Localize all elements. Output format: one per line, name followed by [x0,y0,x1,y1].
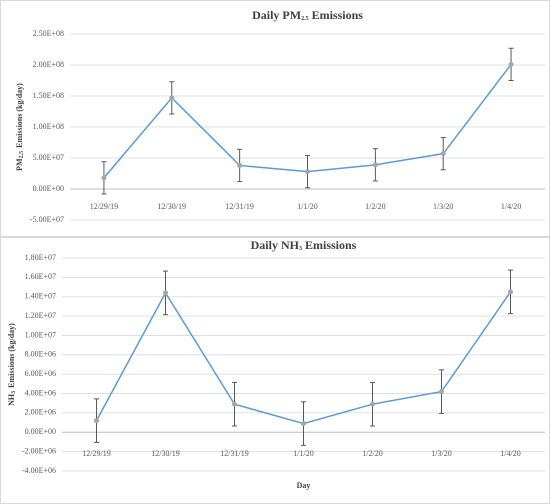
y-tick-label: 5.00E+07 [33,153,64,162]
data-marker [305,169,310,175]
x-axis-title: Day [297,481,311,490]
chart-title-part: Daily NH [251,238,300,252]
y-axis-title-part: PM [15,158,24,171]
chart-title: Daily NH3 Emissions [251,238,357,253]
data-marker [232,401,237,407]
y-tick-label: 1.00E+07 [25,330,56,339]
data-marker [439,389,444,395]
data-marker [370,401,375,407]
data-marker [508,61,514,67]
chart-frame [0,0,550,237]
x-tick-label: 1/2/20 [365,202,385,211]
y-axis-title: PM2.5 Emissions (kg/day) [15,83,26,171]
x-tick-label: 1/3/20 [431,449,451,458]
y-tick-label: 1.40E+07 [25,292,56,301]
x-tick-label: 1/4/20 [501,202,521,211]
y-tick-label: 8.00E+06 [25,350,56,359]
y-tick-label: 1.80E+07 [25,253,56,262]
x-tick-label: 1/3/20 [433,202,453,211]
data-marker [94,418,99,424]
y-tick-label: -4.00E+06 [22,466,56,475]
y-tick-label: 1.60E+07 [25,272,56,281]
y-tick-label: 2.50E+08 [33,29,64,38]
y-tick-label: -2.00E+06 [22,446,56,455]
y-tick-label: 6.00E+06 [25,369,56,378]
chart-title-part: Emissions [312,8,364,22]
x-tick-label: 12/31/19 [220,449,248,458]
chart-title-part: 2.5 [301,16,309,22]
x-tick-label: 12/31/19 [225,202,253,211]
data-marker [508,289,513,295]
data-marker [372,162,378,168]
y-tick-label: 2.00E+08 [33,60,64,69]
x-tick-label: 1/4/20 [500,449,520,458]
chart-title-part: 3 [299,246,302,252]
data-marker [237,162,243,168]
x-tick-label: 12/30/19 [158,202,186,211]
y-axis-title: NH3 Emissions (kg/day) [7,323,18,406]
x-tick-label: 12/29/19 [82,449,110,458]
data-marker [163,290,168,296]
y-tick-label: 2.00E+06 [25,408,56,417]
x-tick-label: 1/1/20 [293,449,313,458]
data-marker [169,95,175,101]
x-tick-label: 12/29/19 [90,202,118,211]
data-marker [301,421,306,427]
y-axis-title-part: Emissions (kg/day) [15,83,24,148]
data-marker [440,151,446,157]
y-tick-label: 4.00E+06 [25,388,56,397]
chart-title: Daily PM2.5 Emissions [252,8,363,23]
y-tick-label: -5.00E+07 [30,215,64,224]
y-tick-label: 0.00E+00 [33,184,64,193]
y-tick-label: 1.50E+08 [33,91,64,100]
y-axis-title-part: Emissions (kg/day) [7,323,16,388]
x-tick-label: 1/2/20 [362,449,382,458]
chart-title-part: Daily PM [252,8,301,22]
x-tick-label: 1/1/20 [297,202,317,211]
y-tick-label: 1.20E+07 [25,311,56,320]
y-tick-label: 0.00E+00 [25,427,56,436]
y-axis-title-part: 2.5 [19,151,25,159]
y-axis-title-part: 3 [11,391,17,394]
chart-title-part: Emissions [305,238,357,252]
data-marker [101,175,107,181]
y-axis-title-part: NH [7,393,16,406]
x-tick-label: 12/30/19 [151,449,179,458]
y-tick-label: 1.00E+08 [33,122,64,131]
